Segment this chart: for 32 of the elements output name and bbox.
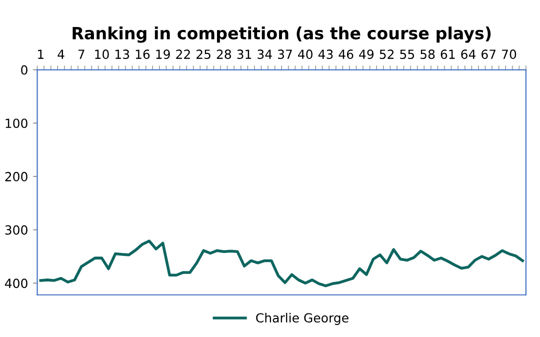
y-tick-label: 200 <box>5 172 28 182</box>
y-tick-label: 0 <box>21 65 28 75</box>
x-tick-label: 7 <box>78 50 84 59</box>
x-tick-label: 70 <box>502 50 516 60</box>
x-tick-label: 19 <box>156 50 170 60</box>
x-tick-label: 31 <box>237 50 252 60</box>
x-tick-label: 43 <box>318 50 333 60</box>
x-tick-label: 22 <box>176 50 190 59</box>
x-tick-label: 46 <box>338 50 354 60</box>
x-tick-label: 64 <box>461 50 476 60</box>
x-tick-label: 25 <box>196 50 210 60</box>
x-tick-label: 37 <box>278 50 292 60</box>
y-tick-label: 400 <box>4 278 28 288</box>
x-tick-label: 61 <box>440 50 455 60</box>
x-tick-label: 10 <box>95 50 109 60</box>
x-tick-label: 58 <box>420 50 435 60</box>
y-tick-label: 300 <box>5 225 28 235</box>
x-tick-label: 67 <box>482 50 496 60</box>
x-tick-label: 34 <box>258 50 272 60</box>
x-tick-label: 52 <box>380 50 394 60</box>
x-tick-label: 1 <box>38 50 44 59</box>
legend-label: Charlie George <box>256 312 348 325</box>
y-tick-label: 100 <box>6 118 28 128</box>
x-tick-label: 4 <box>58 50 64 59</box>
x-tick-label: 55 <box>400 50 414 60</box>
x-tick-label: 16 <box>136 50 150 60</box>
line-series <box>39 240 524 288</box>
x-tick-label: 40 <box>298 50 312 60</box>
x-tick-label: 49 <box>359 50 374 60</box>
x-tick-label: 28 <box>216 50 232 60</box>
x-tick-label: 13 <box>116 50 130 60</box>
chart-title: Ranking in competition (as the course plays) <box>72 26 491 43</box>
